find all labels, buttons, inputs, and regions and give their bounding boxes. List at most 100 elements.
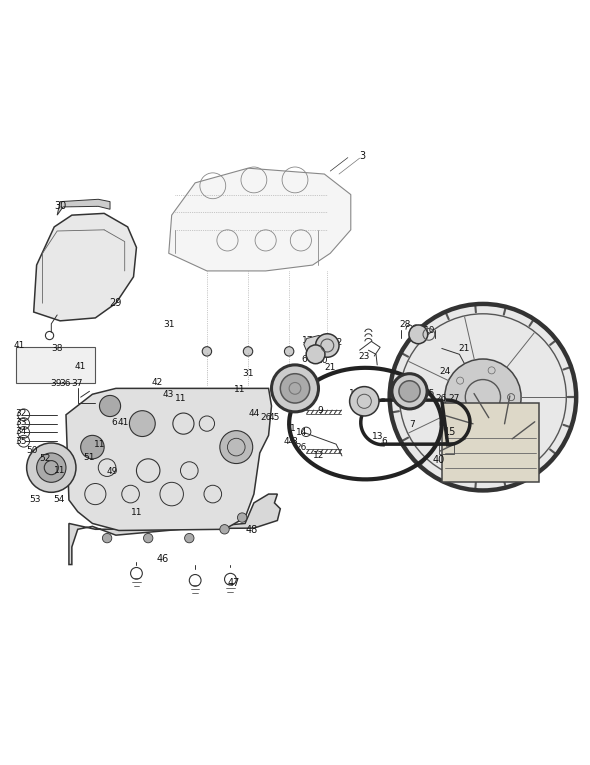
Polygon shape xyxy=(57,200,110,215)
Text: 49: 49 xyxy=(106,467,117,477)
Text: 44: 44 xyxy=(248,409,260,418)
Circle shape xyxy=(389,303,577,491)
Text: 14: 14 xyxy=(296,428,308,437)
Circle shape xyxy=(37,453,66,482)
Circle shape xyxy=(316,334,339,357)
Text: 44: 44 xyxy=(284,437,295,446)
Circle shape xyxy=(81,435,104,459)
Text: 21: 21 xyxy=(324,363,336,373)
Text: 22: 22 xyxy=(332,338,343,347)
FancyBboxPatch shape xyxy=(442,403,539,482)
Circle shape xyxy=(280,373,310,403)
Text: 18: 18 xyxy=(349,389,360,398)
Text: 8: 8 xyxy=(291,437,297,446)
Circle shape xyxy=(100,396,120,417)
Text: 51: 51 xyxy=(84,453,95,461)
Text: 6: 6 xyxy=(301,375,307,384)
Text: 26: 26 xyxy=(435,395,446,403)
Text: 11: 11 xyxy=(234,385,245,394)
Text: 15: 15 xyxy=(444,428,457,438)
Text: 11: 11 xyxy=(54,466,66,475)
Polygon shape xyxy=(304,336,330,353)
Circle shape xyxy=(220,525,230,534)
Text: 31: 31 xyxy=(242,369,254,378)
Text: 17: 17 xyxy=(302,336,314,345)
Text: 28: 28 xyxy=(399,321,411,330)
Circle shape xyxy=(306,345,325,363)
Text: 46: 46 xyxy=(157,554,169,564)
Polygon shape xyxy=(169,168,351,271)
Text: 7: 7 xyxy=(409,420,415,429)
Text: 11: 11 xyxy=(94,440,106,448)
Text: 54: 54 xyxy=(53,496,65,504)
Text: 30: 30 xyxy=(54,201,66,211)
Text: 37: 37 xyxy=(71,379,82,388)
Text: 19: 19 xyxy=(316,344,327,353)
Text: 48: 48 xyxy=(246,526,258,536)
Circle shape xyxy=(185,533,194,543)
Circle shape xyxy=(103,533,112,543)
Text: 26: 26 xyxy=(295,443,307,451)
Text: 12: 12 xyxy=(313,451,324,461)
Text: 31: 31 xyxy=(163,321,175,330)
Text: 50: 50 xyxy=(26,445,38,454)
Circle shape xyxy=(284,347,294,356)
Circle shape xyxy=(409,325,428,343)
Text: 7: 7 xyxy=(301,405,307,413)
Text: 16: 16 xyxy=(283,384,295,393)
Polygon shape xyxy=(69,494,280,565)
Text: 24: 24 xyxy=(439,367,450,376)
Text: 3: 3 xyxy=(359,151,366,161)
Text: 4: 4 xyxy=(274,375,280,384)
Circle shape xyxy=(399,381,420,402)
Text: 33: 33 xyxy=(15,418,27,427)
Text: 21: 21 xyxy=(458,344,470,353)
Polygon shape xyxy=(66,389,271,530)
Circle shape xyxy=(350,386,379,416)
Text: 26: 26 xyxy=(260,413,271,422)
Text: 32: 32 xyxy=(15,409,27,418)
Text: 2: 2 xyxy=(290,402,296,411)
Text: 1: 1 xyxy=(290,424,296,433)
Text: 41: 41 xyxy=(75,362,86,370)
Text: 25: 25 xyxy=(423,389,435,398)
Text: 43: 43 xyxy=(163,389,175,399)
Text: 41: 41 xyxy=(14,341,25,350)
Circle shape xyxy=(445,359,521,435)
Circle shape xyxy=(237,513,247,522)
Text: 38: 38 xyxy=(51,344,63,353)
Text: 29: 29 xyxy=(110,298,122,308)
Text: 35: 35 xyxy=(15,437,27,446)
Text: 40: 40 xyxy=(432,455,445,465)
Text: 6: 6 xyxy=(381,437,387,446)
Circle shape xyxy=(271,365,319,412)
Polygon shape xyxy=(34,213,136,321)
Text: 42: 42 xyxy=(152,378,163,387)
FancyBboxPatch shape xyxy=(16,347,96,382)
Circle shape xyxy=(143,533,153,543)
Text: 27: 27 xyxy=(448,395,459,403)
Text: 11: 11 xyxy=(175,395,186,403)
Text: 39: 39 xyxy=(50,379,62,388)
Text: 11: 11 xyxy=(131,509,142,517)
Circle shape xyxy=(392,373,427,409)
Text: 13: 13 xyxy=(372,432,383,441)
Circle shape xyxy=(220,431,253,464)
Text: 10: 10 xyxy=(424,327,436,335)
Text: 6: 6 xyxy=(301,354,307,363)
Text: 34: 34 xyxy=(15,428,27,436)
Text: 6: 6 xyxy=(112,418,117,427)
Circle shape xyxy=(129,411,155,437)
Text: 53: 53 xyxy=(30,496,41,504)
Circle shape xyxy=(323,347,332,356)
Text: 47: 47 xyxy=(227,578,240,588)
Text: 6: 6 xyxy=(415,325,421,334)
Circle shape xyxy=(202,347,212,356)
Text: 9: 9 xyxy=(317,406,323,415)
Text: 45: 45 xyxy=(269,413,280,422)
Text: 36: 36 xyxy=(59,379,71,388)
Text: 20: 20 xyxy=(361,392,372,402)
Text: 23: 23 xyxy=(359,352,370,360)
Circle shape xyxy=(243,347,253,356)
Text: 52: 52 xyxy=(40,454,51,464)
